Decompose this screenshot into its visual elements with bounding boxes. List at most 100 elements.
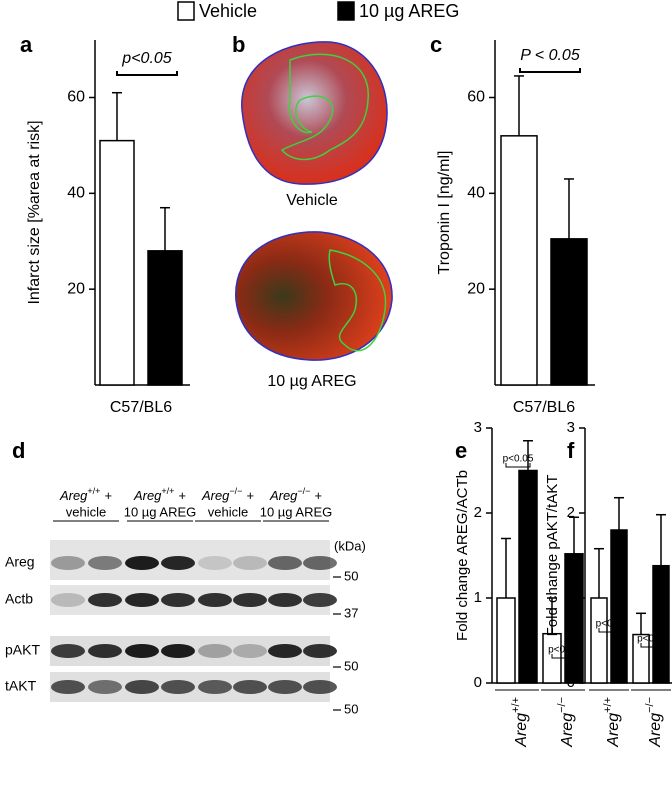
lane-header: Areg−/− +	[269, 486, 322, 503]
band	[303, 680, 337, 694]
significance-label: p<0.05	[637, 634, 668, 645]
significance-label: p<0.05	[548, 645, 579, 656]
band	[161, 644, 195, 658]
significance-label: p<0.05	[596, 619, 627, 630]
bar	[500, 135, 538, 386]
y-axis-label: Fold change pAKT/tAKT	[544, 475, 561, 637]
y-axis-label: Fold change AREG/ACTb	[454, 470, 471, 641]
row-label: tAKT	[5, 678, 37, 694]
band	[198, 680, 232, 694]
image-caption: 10 µg AREG	[267, 373, 356, 390]
x-tick-label: Areg+/+	[510, 697, 530, 748]
significance-bracket	[551, 654, 576, 659]
heart-image	[241, 41, 388, 185]
bar	[590, 597, 608, 684]
significance-bracket	[116, 71, 178, 76]
category-name: Areg	[559, 713, 576, 748]
x-tick-label: Areg−/−	[644, 697, 664, 748]
bar	[550, 238, 588, 386]
lane-gene: Areg	[269, 488, 298, 503]
panel-letter: d	[12, 438, 25, 463]
band	[198, 593, 232, 607]
panel-letter: a	[20, 32, 33, 57]
band	[88, 556, 122, 570]
legend-swatch	[337, 1, 355, 21]
category-superscript: +/+	[602, 697, 614, 713]
significance-bracket	[598, 628, 624, 633]
category-name: Areg	[513, 713, 530, 748]
y-tick-label: 2	[567, 504, 575, 521]
bar	[610, 529, 628, 684]
y-tick-label: 2	[474, 504, 482, 521]
lane-genotype: +/+	[161, 486, 174, 496]
x-tick-label: Areg+/+	[602, 697, 622, 748]
panel-letter: e	[455, 438, 467, 463]
band	[233, 644, 267, 658]
lane-gene: Areg	[201, 488, 230, 503]
significance-label: p<0.05	[503, 454, 534, 465]
x-tick-label: C57/BL6	[513, 399, 575, 416]
band	[125, 593, 159, 607]
panel-letter: f	[567, 438, 575, 463]
band	[51, 644, 85, 658]
band	[198, 644, 232, 658]
legend-label: Vehicle	[199, 1, 257, 21]
row-label: Areg	[5, 554, 35, 570]
legend-label: 10 µg AREG	[359, 1, 459, 21]
band	[198, 556, 232, 570]
lane-genotype: +/+	[87, 486, 100, 496]
lane-treatment: vehicle	[208, 504, 248, 519]
category-name: Areg	[647, 713, 664, 748]
significance-bracket	[519, 68, 581, 73]
category-superscript: −/−	[556, 697, 568, 713]
unit-label: (kDa)	[334, 538, 366, 553]
band	[233, 593, 267, 607]
bar	[564, 553, 584, 684]
band	[268, 680, 302, 694]
lane-header: Areg−/− +	[201, 486, 254, 503]
marker-label: 50	[344, 568, 358, 583]
lane-treatment: vehicle	[66, 504, 106, 519]
marker-label: 50	[344, 658, 358, 673]
band	[268, 593, 302, 607]
significance-label: P < 0.05	[520, 47, 580, 64]
lane-suffix: +	[178, 488, 186, 503]
y-tick-label: 1	[567, 589, 575, 606]
lane-header: Areg+/+ +	[59, 486, 112, 503]
lane-suffix: +	[104, 488, 112, 503]
lane-suffix: +	[246, 488, 254, 503]
marker-label: 50	[344, 701, 358, 716]
band	[268, 644, 302, 658]
band	[125, 644, 159, 658]
lane-gene: Areg	[59, 488, 88, 503]
y-axis-label: Troponin I [ng/ml]	[436, 151, 453, 275]
lane-genotype: −/−	[297, 486, 310, 496]
band	[233, 680, 267, 694]
y-tick-label: 0	[567, 674, 575, 691]
y-tick-label: 20	[67, 280, 85, 297]
y-tick-label: 20	[467, 280, 485, 297]
y-tick-label: 3	[567, 419, 575, 436]
band	[303, 644, 337, 658]
category-superscript: −/−	[644, 697, 656, 713]
band	[88, 644, 122, 658]
western-blot	[50, 540, 337, 702]
y-tick-label: 0	[474, 674, 482, 691]
band	[303, 593, 337, 607]
y-tick-label: 40	[467, 185, 485, 202]
lane-header: Areg+/+ +	[133, 486, 186, 503]
y-tick-label: 1	[474, 589, 482, 606]
row-label: pAKT	[5, 642, 40, 658]
y-tick-label: 60	[467, 89, 485, 106]
significance-label: p<0.05	[121, 50, 171, 67]
panel-letter: b	[232, 32, 245, 57]
band	[51, 593, 85, 607]
y-axis-label: Infarct size [%area at risk]	[26, 120, 43, 304]
band	[161, 556, 195, 570]
row-label: Actb	[5, 591, 33, 607]
significance-bracket	[505, 463, 531, 468]
lane-treatment: 10 µg AREG	[260, 504, 333, 519]
bar	[147, 250, 183, 386]
